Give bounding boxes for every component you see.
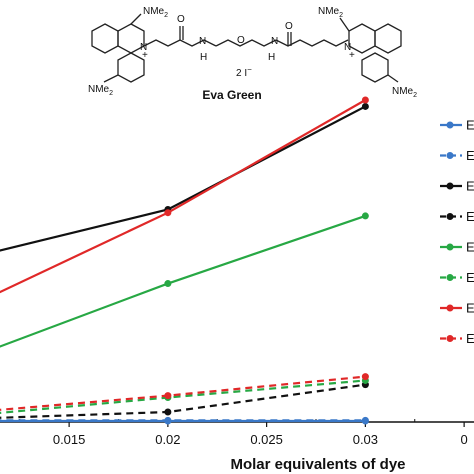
nme2-label-top-right: NMe2 (318, 6, 343, 19)
series-1-point-2 (361, 416, 369, 424)
right-ring-plus: + (349, 50, 355, 61)
right-ring-c (361, 52, 389, 83)
nme2-bond-bottom-right (387, 74, 399, 83)
series-3-point-1 (164, 408, 172, 416)
legend-marker-5 (446, 274, 454, 281)
legend-marker-1 (446, 152, 454, 159)
series-7-point-1 (164, 392, 172, 400)
left-ring-a (91, 23, 119, 54)
nme2-bond-top-left (130, 13, 142, 25)
legend-marker-2 (446, 182, 454, 190)
legend-marker-4 (446, 243, 454, 251)
left-ring-plus: + (142, 50, 148, 61)
legend-marker-3 (446, 213, 454, 220)
legend-label-7: E (466, 331, 474, 346)
nme2-label-bottom-left: NMe2 (88, 84, 113, 97)
counterion-label: 2 I− (236, 65, 252, 79)
legend-label-3: E (466, 209, 474, 224)
right-linker-chain (275, 39, 349, 47)
left-ring-c (117, 52, 145, 83)
right-ring-a (348, 23, 376, 54)
eva-green-structure (91, 13, 402, 83)
legend-label-2: E (466, 179, 474, 194)
series-line-3 (0, 383, 366, 419)
ether-o-label: O (237, 35, 245, 46)
nme2-bond-top-right (339, 17, 350, 32)
series-layer (0, 96, 369, 425)
series-6-point-2 (361, 96, 369, 104)
legend-label-0: E (466, 118, 474, 133)
nme2-label-bottom-right: NMe2 (392, 86, 417, 99)
right-carbonyl-o: O (285, 21, 293, 32)
x-tick-label-0: 0.015 (53, 432, 86, 447)
legend-marker-7 (446, 335, 454, 342)
x-tick-label-4: 0 (461, 432, 468, 447)
right-amide-n: N (271, 36, 278, 47)
left-ring-n-label: N (140, 42, 147, 53)
legend-marker-6 (446, 304, 454, 312)
series-4-point-1 (164, 280, 172, 288)
series-line-6 (0, 99, 366, 294)
axes-layer: 0.015 0.02 0.025 0.03 0 Molar equivalents of … (0, 419, 474, 473)
legend-label-5: E (466, 270, 474, 285)
x-tick-label-2: 0.025 (250, 432, 283, 447)
series-4-point-2 (361, 212, 369, 220)
nme2-bond-bottom-left (103, 74, 119, 83)
x-tick-label-1: 0.02 (155, 432, 180, 447)
legend-label-6: E (466, 301, 474, 316)
x-tick-label-3: 0.03 (353, 432, 378, 447)
right-ring-b (374, 23, 402, 54)
series-6-point-1 (164, 209, 172, 217)
legend-label-1: E (466, 148, 474, 163)
left-amide-h: H (200, 52, 207, 63)
series-2-point-2 (361, 102, 369, 110)
right-ring-n-label: N (344, 42, 351, 53)
series-1-point-1 (164, 416, 172, 424)
x-axis-title: Molar equivalents of dye (230, 456, 405, 473)
structure-name: Eva Green (202, 88, 261, 102)
legend-label-4: E (466, 240, 474, 255)
series-line-5 (0, 379, 366, 414)
series-7-point-2 (361, 373, 369, 381)
legend-marker-0 (446, 121, 454, 129)
left-amide-n: N (199, 36, 206, 47)
left-carbonyl-o: O (177, 14, 185, 25)
right-amide-h: H (268, 52, 275, 63)
nme2-label-top-left: NMe2 (143, 6, 168, 19)
ether-linker (215, 39, 277, 47)
